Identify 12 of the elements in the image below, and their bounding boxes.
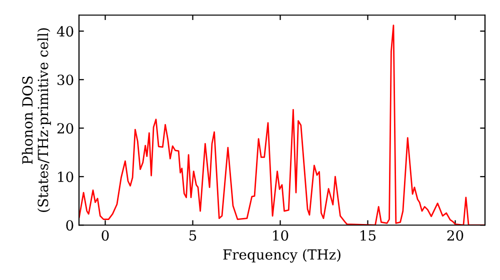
y-axis-title: Phonon DOS (States/THz·primitive cell)	[22, 28, 51, 212]
x-axis-title: Frequency (THz)	[223, 248, 340, 263]
y-tick-label: 40	[56, 26, 74, 37]
y-tick-label: 0	[66, 220, 74, 231]
y-tick-label: 20	[57, 123, 74, 134]
y-tick-label: 30	[58, 74, 74, 86]
y-tick-label: 10	[58, 172, 74, 182]
x-tick-label: 5	[190, 230, 196, 241]
x-tick-label: 0	[102, 230, 109, 241]
x-tick-label: 20	[447, 230, 464, 241]
x-tick-label: 15	[360, 230, 376, 241]
x-tick-label: 10	[273, 230, 288, 241]
